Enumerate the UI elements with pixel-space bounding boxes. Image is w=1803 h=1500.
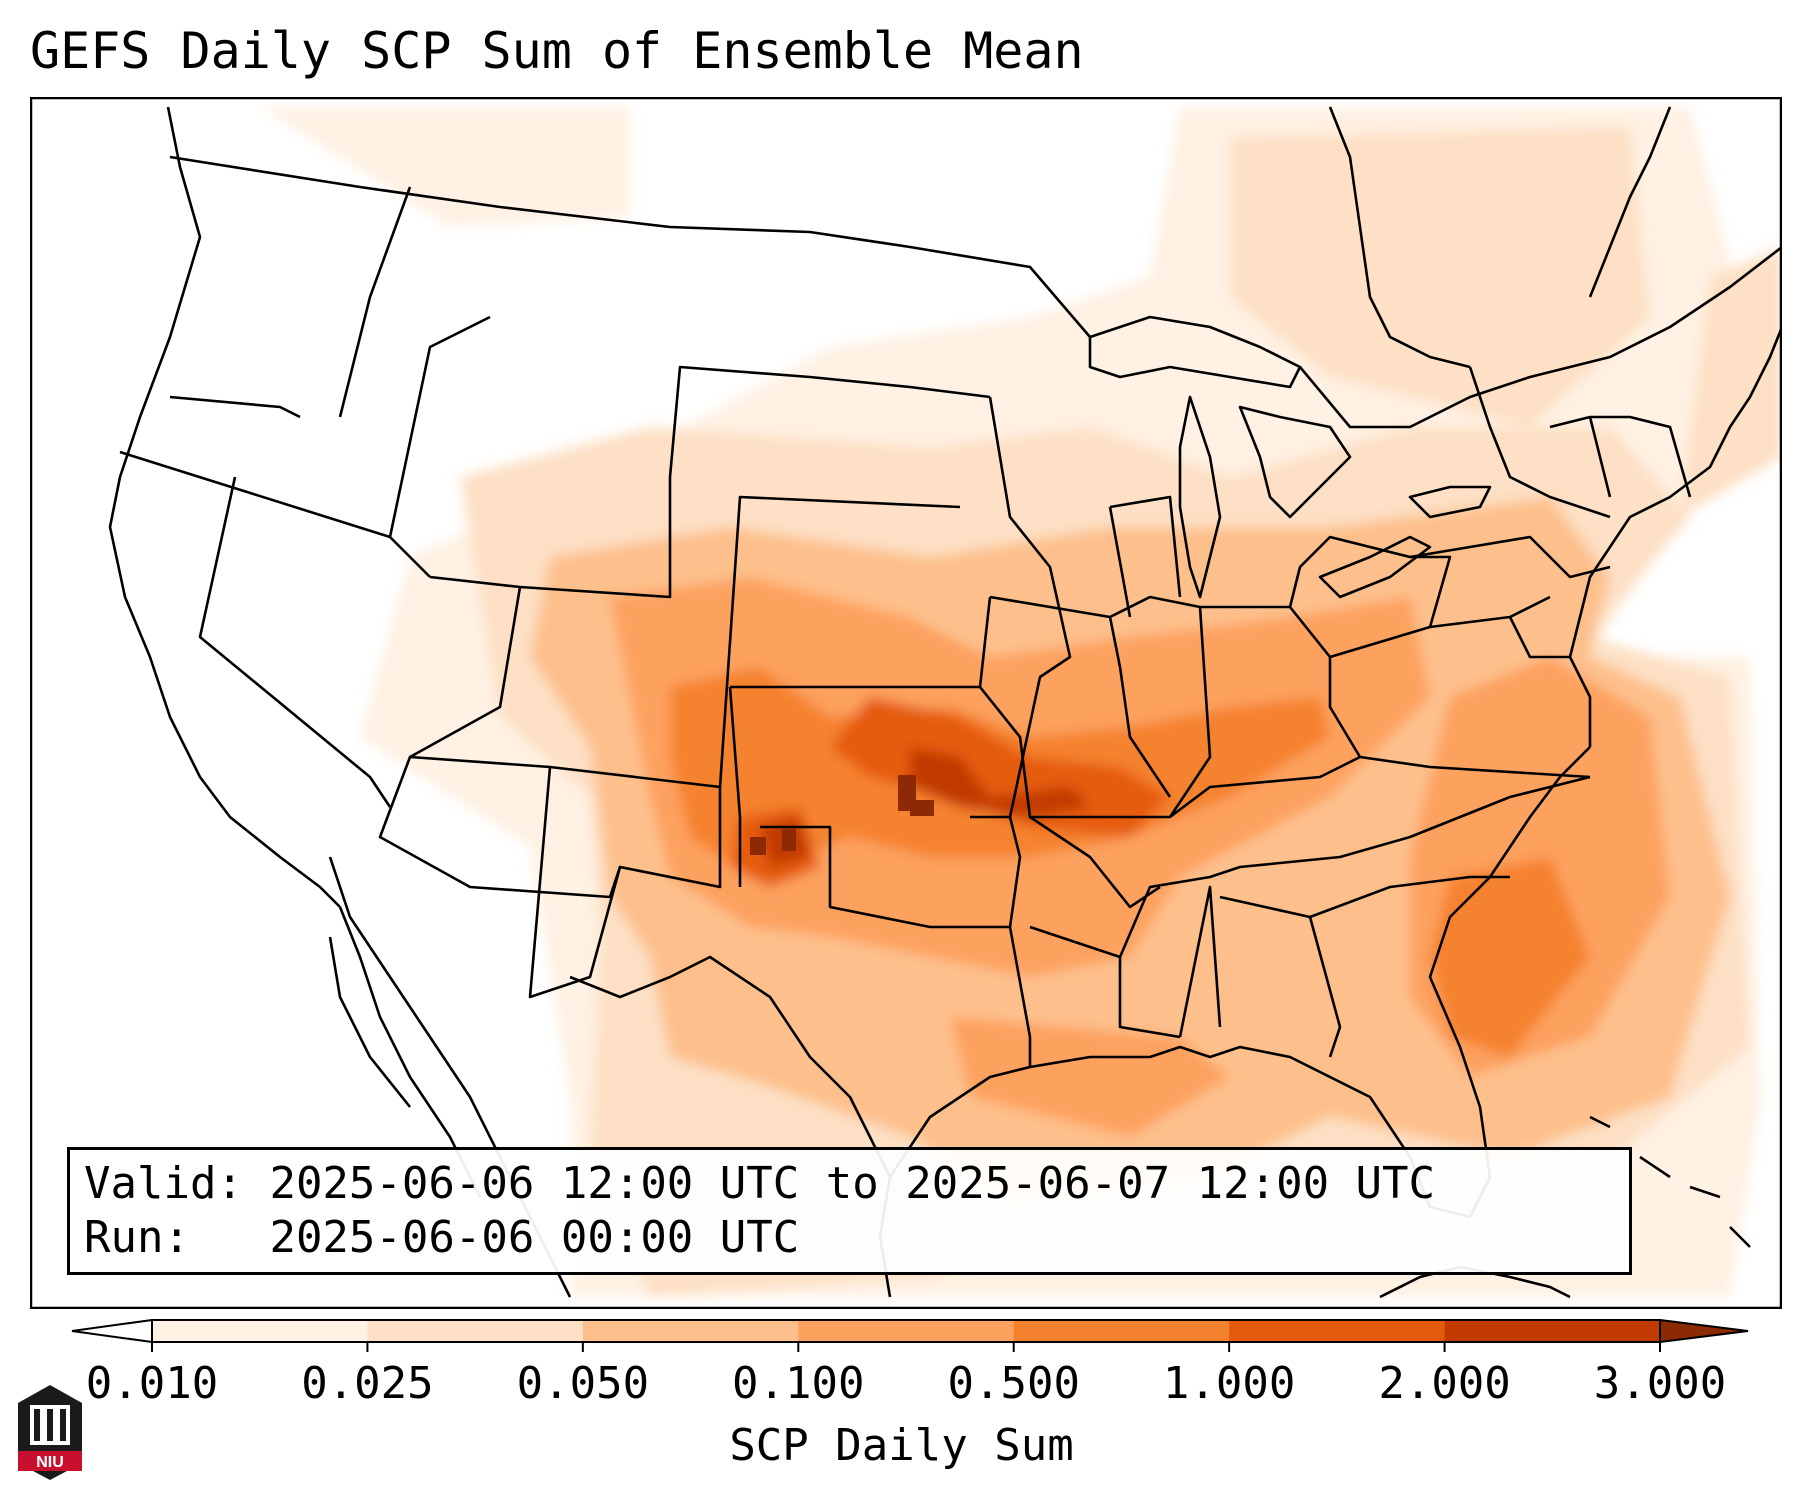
colorbar-outline	[151, 1319, 1661, 1343]
map-title: GEFS Daily SCP Sum of Ensemble Mean	[30, 22, 1084, 80]
scp-max-cells	[750, 775, 934, 855]
colorbar-tick-label: 1.000	[1162, 1358, 1296, 1409]
colorbar-extend-high	[1659, 1318, 1749, 1344]
valid-value: 2025-06-06 12:00 UTC to 2025-06-07 12:00…	[269, 1158, 1436, 1209]
run-line: Run: 2025-06-06 00:00 UTC	[84, 1212, 799, 1263]
colorbar-tick-label: 0.010	[85, 1358, 219, 1409]
colorbar-tick-label: 0.100	[732, 1358, 865, 1409]
colorbar-segment	[1013, 1320, 1230, 1342]
university-logo-icon: NIU	[18, 1385, 82, 1480]
colorbar-extend-low	[71, 1318, 153, 1344]
colorbar-label: SCP Daily Sum	[729, 1420, 1074, 1471]
colorbar-segment	[582, 1320, 799, 1342]
valid-label: Valid:	[84, 1158, 243, 1209]
colorbar-segment	[798, 1320, 1015, 1342]
scp-map	[30, 97, 1782, 1309]
colorbar	[71, 1318, 1749, 1352]
run-value: 2025-06-06 00:00 UTC	[269, 1212, 800, 1263]
map-frame	[30, 97, 1782, 1309]
state-borders	[119, 155, 1782, 1178]
colorbar-tick-label: 0.050	[516, 1358, 650, 1409]
valid-line: Valid: 2025-06-06 12:00 UTC to 2025-06-0…	[84, 1158, 1435, 1209]
colorbar-tick-label: 2.000	[1378, 1358, 1511, 1409]
logo-text: NIU	[36, 1454, 64, 1471]
valid-run-box: Valid: 2025-06-06 12:00 UTC to 2025-06-0…	[67, 1147, 1632, 1275]
scp-shading	[260, 107, 1782, 1297]
colorbar-segment	[1229, 1320, 1446, 1342]
colorbar-segment	[152, 1320, 368, 1342]
colorbar-tick-label: 0.025	[301, 1358, 434, 1409]
colorbar-tick-label: 3.000	[1593, 1358, 1727, 1409]
colorbar-segment	[367, 1320, 584, 1342]
colorbar-tick-label: 0.500	[947, 1358, 1080, 1409]
colorbar-segment	[1444, 1320, 1661, 1342]
run-label: Run:	[84, 1212, 190, 1263]
